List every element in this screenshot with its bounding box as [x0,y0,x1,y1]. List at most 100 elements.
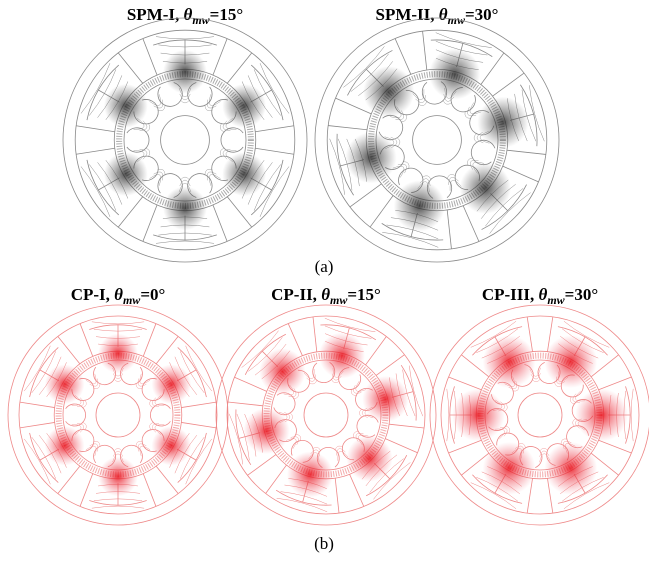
title-text: =15° [210,5,244,24]
flux-line [92,506,144,508]
stator-outer [216,305,436,525]
flux-density [477,97,528,148]
flux-density [429,48,480,99]
motor [430,305,649,525]
title-text: =30° [565,285,599,304]
motor [216,305,436,525]
title-text: =30° [465,5,499,24]
panel-label: (a) [315,257,334,276]
flux-density [483,335,536,388]
stator-outer [315,18,559,262]
figure-title: SPM-I, θmw=15° [127,5,243,27]
title-text: =0° [140,285,165,304]
flux-density [259,348,305,394]
flux-density [452,389,505,442]
rotor-flux [335,446,343,450]
flux-density [152,426,192,466]
theta: θ [539,285,548,304]
stator-tooth-edge [599,377,632,390]
shaft [161,116,210,165]
stator-tooth-edge [389,424,424,428]
rotor-flux [447,174,456,179]
rotor-tooth [221,128,243,152]
flux-line [92,322,144,324]
stator-tooth-edge [227,53,251,83]
stator-tooth-edge [181,402,216,407]
stator-tooth-edge [255,148,294,154]
rotor-flux [309,380,317,384]
flux-line [156,241,214,243]
figure-title: CP-II, θmw=15° [271,285,381,307]
stator-tooth-edge [213,39,227,75]
flux-density [394,180,445,231]
rotor-flux [505,426,509,434]
stator-tooth-edge [143,205,157,241]
flux-density [98,334,138,374]
rotor-flux [418,101,427,106]
rotor-flux [180,100,189,103]
stator-tooth-edge [143,474,156,507]
flux-line [447,389,449,441]
rotor-flux [114,379,122,382]
rotor-flux [331,379,339,383]
flux-density [483,442,536,495]
stator-tooth-edge [80,324,93,357]
theta: θ [184,5,193,24]
flux-density [98,457,138,497]
figure-title: SPM-II, θmw=30° [376,5,499,27]
title-text: CP-III, [482,285,539,304]
stator-tooth-edge [58,336,80,363]
rotor-flux [114,448,122,451]
stator-tooth-edge [118,53,142,83]
rotor-flux [290,413,293,421]
stator-tooth-edge [328,126,367,130]
flux-line [156,37,214,39]
flux-density [222,152,266,196]
flux-density [319,332,365,378]
flux-density [45,426,85,466]
rotor-flux [504,403,508,411]
flux-density [346,435,392,481]
stator-tooth-edge [143,39,157,75]
stator-tooth-edge [118,197,142,227]
stator-tooth-edge [156,466,178,493]
title-text: SPM-I, [127,5,184,24]
theta: θ [321,285,330,304]
flux-density [163,186,207,230]
stator-tooth-edge [266,465,287,493]
figure-title: CP-III, θmw=30° [482,285,598,307]
stator-tooth-edge [255,126,294,132]
subscript: mw [547,293,565,307]
panel-label: (b) [314,534,334,553]
motor [8,305,228,525]
rotor-flux [443,100,452,104]
rotor-tooth [150,404,170,426]
flux-density [163,50,207,94]
flux-density [222,84,266,128]
figure-title: CP-I, θmw=0° [71,285,166,307]
stator-tooth-edge [599,440,632,453]
motor [63,18,307,262]
stator-tooth-edge [143,324,156,357]
rotor-flux [474,133,477,142]
shaft [518,393,562,437]
rotor-tooth [66,404,86,426]
stator-tooth-edge [58,466,80,493]
stator-tooth-edge [447,210,451,249]
flux-density [243,408,289,454]
stator-tooth-edge [80,474,93,507]
rotor-tooth [127,128,149,152]
stator-tooth-edge [181,422,216,427]
theta: θ [114,285,123,304]
stator-tooth-edge [507,150,546,154]
rotor-flux [573,418,577,426]
stator-tooth-edge [76,148,115,154]
flux-density [575,389,628,442]
flux-density [363,66,414,117]
stator-tooth-edge [449,440,482,453]
flux-line [631,389,633,441]
stator-tooth-edge [248,455,276,476]
flux-density [362,376,408,422]
stator-tooth-edge [481,53,504,85]
rotor-flux [397,138,400,147]
